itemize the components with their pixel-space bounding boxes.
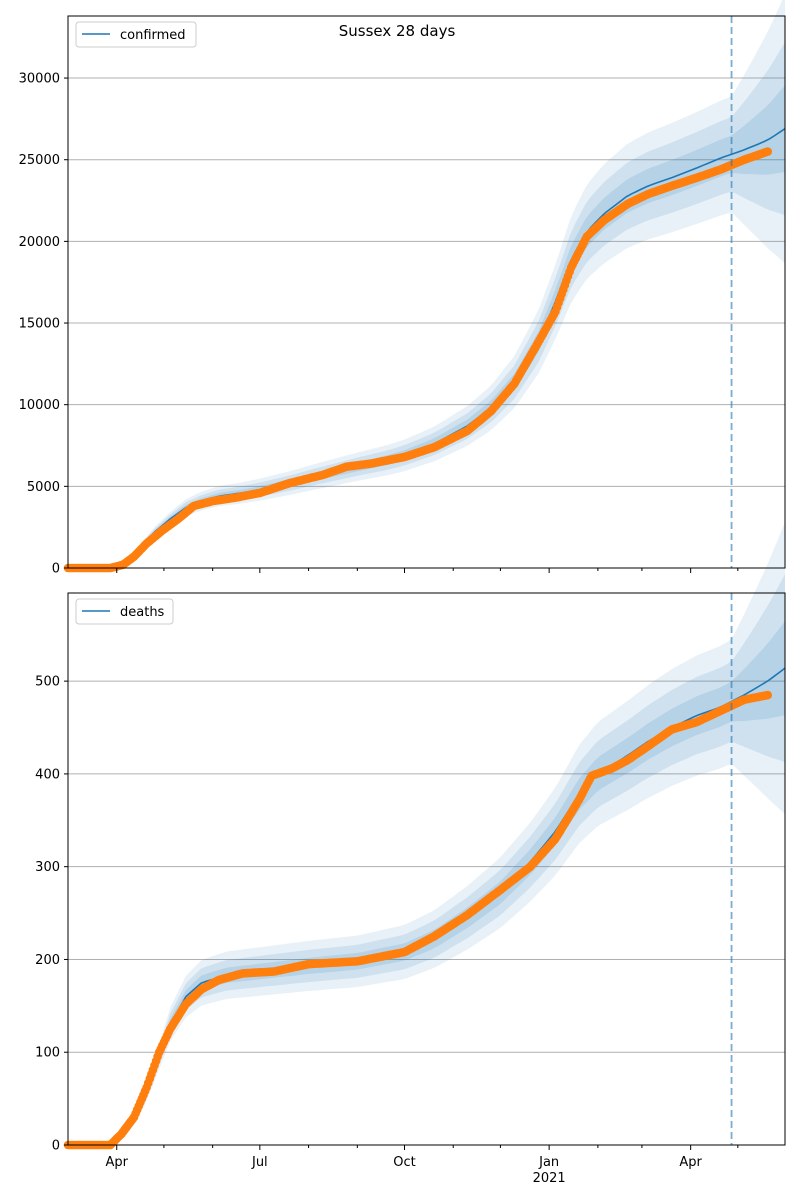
legend-label: confirmed: [120, 28, 186, 43]
uncertainty-band: [68, 85, 785, 569]
x-tick-label: Apr: [105, 1155, 128, 1170]
y-tick-label: 0: [52, 562, 60, 577]
y-tick-label: 0: [52, 1139, 60, 1154]
uncertainty-band: [68, 0, 785, 568]
x-year-label: 2021: [533, 1171, 566, 1186]
deaths-axes: 0 100 200 300 400 500 Apr Jul Oct Jan Apr 2021 death…: [35, 521, 786, 1186]
legend-box: [75, 21, 197, 48]
axes-frame: [67, 592, 786, 1146]
y-tick-label: 20000: [19, 235, 60, 250]
y-tick-label: 5000: [27, 480, 60, 495]
uncertainty-band: [68, 574, 785, 1145]
y-tick-label: 200: [35, 953, 60, 968]
y-tick-label: 10000: [19, 398, 60, 413]
x-tick-label: Jul: [251, 1155, 268, 1170]
y-tick-label: 15000: [19, 317, 60, 332]
x-tick-label: Oct: [393, 1155, 415, 1170]
y-tick-label: 100: [35, 1046, 60, 1061]
y-tick-label: 400: [35, 767, 60, 782]
axes-frame: [67, 15, 786, 569]
figure-title: Sussex 28 days: [339, 22, 456, 40]
y-tick-label: 30000: [19, 72, 60, 87]
observed-point: [763, 690, 772, 700]
uncertainty-band: [68, 521, 785, 1145]
legend-box: [75, 598, 174, 625]
observed-point: [763, 147, 772, 156]
x-tick-label: Jan: [538, 1155, 559, 1170]
x-tick-label: Apr: [679, 1155, 702, 1170]
confirmed-axes: 0 5000 10000 15000 20000 25000 30000 confirmed: [19, 0, 786, 577]
y-tick-label: 500: [35, 675, 60, 690]
uncertainty-band: [68, 621, 785, 1145]
legend-label: deaths: [120, 605, 165, 620]
y-tick-label: 300: [35, 860, 60, 875]
y-tick-label: 25000: [19, 153, 60, 168]
